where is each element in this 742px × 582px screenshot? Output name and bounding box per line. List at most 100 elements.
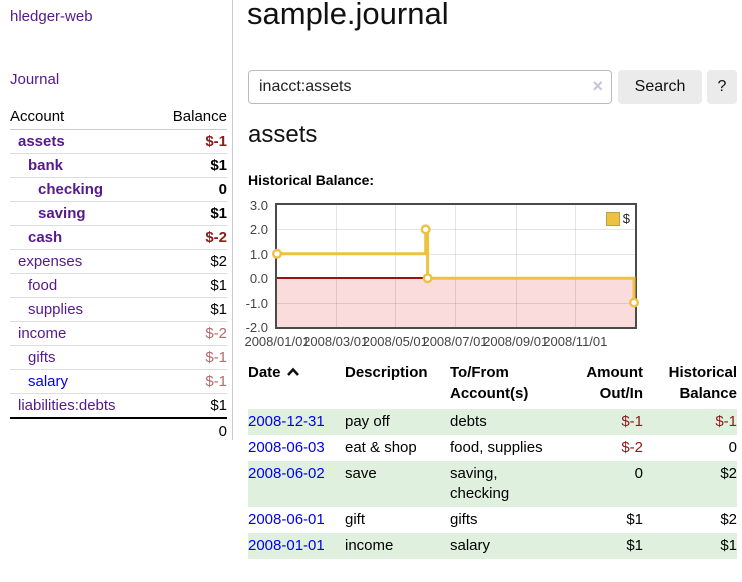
account-heading: assets	[248, 121, 318, 148]
transaction-date-link[interactable]: 2008-06-01	[248, 511, 325, 528]
transaction-balance: $1	[720, 537, 737, 554]
account-balance: $1	[153, 393, 227, 418]
x-axis-tick-label: 2008/05/01	[362, 334, 428, 349]
balance-column-header: Balance	[153, 105, 227, 130]
account-link[interactable]: checking	[38, 181, 104, 198]
transaction-accounts: saving, checking	[450, 465, 510, 502]
account-balance: $-1	[153, 369, 227, 394]
account-link[interactable]: liabilities:debts	[18, 397, 116, 414]
y-axis-tick-label: -2.0	[245, 320, 268, 335]
account-link[interactable]: assets	[18, 133, 65, 150]
search-bar: × Search ?	[248, 70, 737, 104]
transaction-balance: $2	[720, 465, 737, 482]
account-balance: $-2	[153, 321, 227, 346]
transaction-description: gift	[345, 511, 366, 528]
account-row: bank $1	[10, 153, 227, 178]
search-box: ×	[248, 70, 612, 104]
account-row: food $1	[10, 273, 227, 298]
x-axis-tick-label: 2008/11/01	[543, 334, 608, 349]
balance-column-header[interactable]: Historical Balance	[668, 364, 737, 402]
page-title: sample.journal	[247, 0, 449, 31]
y-axis-tick-label: 2.0	[249, 222, 268, 238]
transaction-row: 2008-06-01 gift gifts $1 $2	[248, 507, 737, 533]
transaction-row: 2008-06-03 eat & shop food, supplies $-2…	[248, 435, 737, 461]
y-axis-tick-label: -1.0	[245, 295, 268, 311]
x-axis-tick-label: 2008/01/01	[244, 334, 310, 349]
chart-plot[interactable]: $	[272, 203, 640, 329]
account-balance: 0	[153, 177, 227, 202]
transaction-accounts: salary	[450, 537, 491, 554]
data-point-marker	[422, 273, 433, 284]
transaction-balance: $-1	[715, 413, 737, 430]
account-row: gifts $-1	[10, 345, 227, 370]
date-column-header[interactable]: Date	[248, 360, 345, 409]
historical-balance-chart: $ 3.0 2.0 1.0 0.0 -1.0 -2.0 2008/01/01 2008/03…	[240, 199, 742, 351]
account-link[interactable]: bank	[28, 157, 64, 174]
gridline	[335, 205, 337, 327]
transaction-row: 2008-12-31 pay off debts $-1 $-1	[248, 409, 737, 435]
transaction-row: 2008-01-01 income salary $1 $1	[248, 533, 737, 559]
y-axis-tick-label: 0.0	[249, 271, 268, 287]
search-button[interactable]: Search	[618, 70, 702, 104]
legend-label: $	[622, 211, 630, 226]
transaction-accounts: debts	[450, 413, 487, 430]
sidebar-item-journal[interactable]: Journal	[10, 71, 60, 88]
description-column-header[interactable]: Description	[345, 364, 428, 381]
gridline	[455, 205, 457, 327]
amount-column-header[interactable]: Amount Out/In	[586, 364, 643, 402]
transaction-description: save	[345, 465, 377, 482]
brand-link[interactable]: hledger-web	[10, 8, 93, 25]
transaction-amount: $-1	[621, 413, 643, 430]
transaction-accounts: food, supplies	[450, 439, 543, 456]
search-input[interactable]	[248, 70, 612, 104]
account-link[interactable]: food	[28, 277, 58, 294]
account-balance: $1	[153, 153, 227, 178]
transaction-balance: 0	[728, 439, 737, 456]
help-button[interactable]: ?	[707, 70, 737, 104]
balance-line	[272, 224, 640, 308]
x-axis-tick-label: 2008/03/01	[303, 334, 369, 349]
data-point-marker	[420, 224, 431, 235]
account-link[interactable]: saving	[38, 205, 86, 222]
y-axis-tick-label: 3.0	[249, 198, 268, 213]
account-row: expenses $2	[10, 249, 227, 274]
transactions-table-body: 2008-12-31 pay off debts $-1 $-1 2008-06…	[248, 409, 737, 559]
transaction-date-link[interactable]: 2008-06-03	[248, 439, 325, 456]
chart-legend: $	[605, 211, 630, 226]
transaction-date-link[interactable]: 2008-06-02	[248, 465, 325, 482]
gridline	[395, 205, 397, 327]
y-axis-tick-label: 1.0	[249, 246, 268, 262]
data-point-marker	[629, 297, 640, 308]
clear-search-icon[interactable]: ×	[592, 76, 603, 96]
account-link[interactable]: supplies	[28, 301, 84, 318]
transaction-date-link[interactable]: 2008-01-01	[248, 537, 325, 554]
account-balance: $2	[153, 249, 227, 274]
account-link[interactable]: gifts	[28, 349, 56, 366]
gridline	[277, 253, 635, 255]
total-balance: 0	[10, 417, 227, 444]
account-balance: $1	[153, 201, 227, 226]
transaction-balance: $2	[720, 511, 737, 528]
account-link[interactable]: expenses	[18, 253, 83, 270]
account-row: assets $-1	[10, 130, 227, 154]
accounts-column-header[interactable]: To/From Account(s)	[450, 364, 529, 402]
sort-ascending-icon	[286, 362, 300, 383]
account-row: liabilities:debts $1	[10, 393, 227, 418]
account-balance: $-1	[205, 133, 227, 150]
transaction-date-link[interactable]: 2008-12-31	[248, 413, 325, 430]
transaction-accounts: gifts	[450, 511, 478, 528]
account-balance: $1	[153, 273, 227, 298]
account-link[interactable]: cash	[28, 229, 63, 246]
transaction-amount: 0	[634, 465, 643, 482]
transaction-row: 2008-06-02 save saving, checking 0 $2	[248, 461, 737, 507]
gridline	[515, 205, 517, 327]
negative-region	[277, 278, 635, 327]
account-link[interactable]: salary	[28, 373, 69, 390]
data-point-marker	[272, 248, 282, 259]
transaction-description: income	[345, 537, 394, 554]
account-balance: $1	[153, 297, 227, 322]
account-row: salary $-1	[10, 369, 227, 394]
account-link[interactable]: income	[18, 325, 67, 342]
account-balance: $-2	[153, 225, 227, 250]
